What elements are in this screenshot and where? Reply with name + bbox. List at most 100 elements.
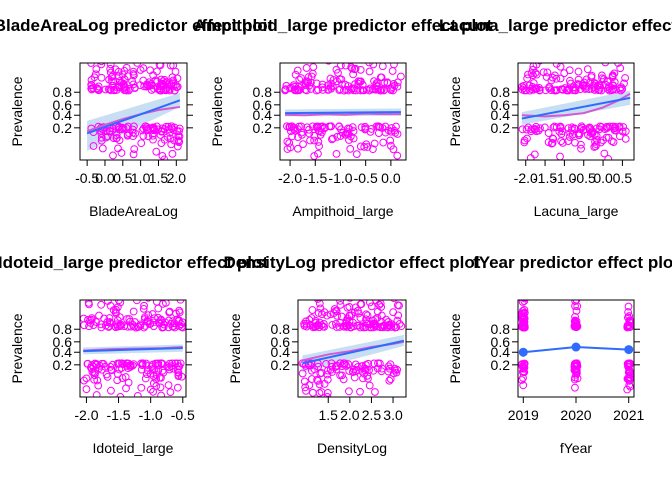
data-point (615, 132, 624, 141)
data-point (123, 130, 132, 139)
data-point (591, 80, 600, 88)
data-point (316, 122, 325, 131)
data-point (129, 307, 138, 316)
data-point (343, 128, 352, 137)
y-tick-label: 0.6 (253, 97, 273, 113)
data-point (561, 84, 569, 92)
data-point (528, 83, 537, 91)
data-point (624, 363, 633, 372)
data-point (336, 371, 344, 380)
data-point (607, 86, 616, 95)
x-tick-label: 2020 (560, 407, 591, 423)
data-point (624, 313, 633, 322)
data-point (314, 300, 322, 303)
data-point (92, 65, 101, 74)
data-point (612, 85, 620, 94)
plot-area (518, 63, 631, 160)
x-tick-label: 1.5 (149, 170, 169, 186)
data-point (176, 300, 185, 304)
y-tick-label: 0.2 (491, 357, 511, 373)
data-point (536, 63, 543, 65)
data-point (138, 126, 147, 135)
data-point (119, 360, 127, 368)
y-axis-label: Prevalence (209, 76, 225, 146)
data-point (370, 321, 379, 330)
data-point (283, 122, 291, 131)
data-point (336, 85, 345, 94)
data-point (115, 313, 124, 322)
data-point (601, 63, 610, 67)
data-point (142, 370, 151, 379)
panel-title: Ampithoid_large predictor effect plot (194, 16, 493, 35)
panel-title: fYear predictor effect plot (473, 253, 672, 272)
data-point (168, 322, 177, 331)
y-tick-label: 0.8 (253, 84, 273, 100)
data-point (607, 137, 616, 146)
data-point (164, 381, 173, 390)
panel-title: BladeAreaLog predictor effect plot (0, 16, 274, 35)
data-point (337, 312, 346, 321)
data-point (571, 359, 580, 368)
x-tick-label: -0.5 (572, 170, 596, 186)
data-point (152, 382, 161, 390)
panel-title: Lacuna_large predictor effect plot (439, 16, 672, 35)
data-point (602, 124, 611, 133)
data-point (520, 300, 529, 303)
data-point (295, 75, 304, 84)
data-point (150, 314, 159, 323)
x-tick-label: 1.0 (131, 170, 151, 186)
data-point (341, 63, 350, 70)
data-point (126, 317, 134, 326)
data-point (158, 127, 166, 135)
panel-title: Idoteid_large predictor effect plot (0, 253, 268, 272)
data-point (571, 86, 580, 94)
data-point (106, 86, 115, 95)
data-point (156, 63, 165, 70)
data-point (159, 323, 168, 332)
data-point (139, 304, 148, 313)
data-point (367, 302, 376, 311)
data-point (332, 149, 341, 158)
y-tick-label: 0.6 (271, 334, 291, 350)
data-point (526, 154, 535, 160)
fitted-point (571, 342, 581, 352)
data-point (387, 127, 395, 136)
data-point (351, 64, 360, 73)
data-point (327, 79, 336, 88)
data-point (116, 300, 125, 307)
data-point (119, 80, 128, 89)
data-point (574, 80, 583, 89)
data-point (306, 136, 314, 145)
x-axis-label: DensityLog (317, 440, 387, 456)
x-tick-label: 0.0 (593, 170, 613, 186)
data-point (535, 86, 544, 95)
data-point (173, 359, 182, 368)
data-point (314, 149, 322, 158)
data-point (524, 70, 532, 79)
data-point (142, 126, 151, 135)
data-point (87, 63, 95, 67)
effect-panel-5: DensityLog predictor effect plot 1.5 2.0 2.… (224, 253, 481, 456)
data-point (353, 306, 362, 315)
data-point (547, 139, 556, 148)
data-point (137, 139, 146, 148)
data-point (571, 300, 580, 305)
y-tick-label: 0.8 (491, 84, 511, 100)
x-tick-label: 2021 (613, 407, 644, 423)
data-point (378, 124, 387, 132)
data-point (109, 151, 117, 160)
data-point (368, 85, 377, 94)
plot-frame (79, 299, 187, 398)
data-point (168, 73, 177, 82)
y-tick-label: 0.2 (253, 120, 273, 136)
data-point (341, 359, 349, 368)
data-point (520, 308, 529, 317)
data-point (308, 306, 317, 314)
data-point (82, 374, 91, 383)
data-point (377, 85, 386, 94)
data-point (165, 125, 174, 134)
data-point (594, 86, 603, 95)
data-point (623, 375, 632, 383)
data-point (390, 81, 399, 90)
data-point (341, 130, 350, 139)
